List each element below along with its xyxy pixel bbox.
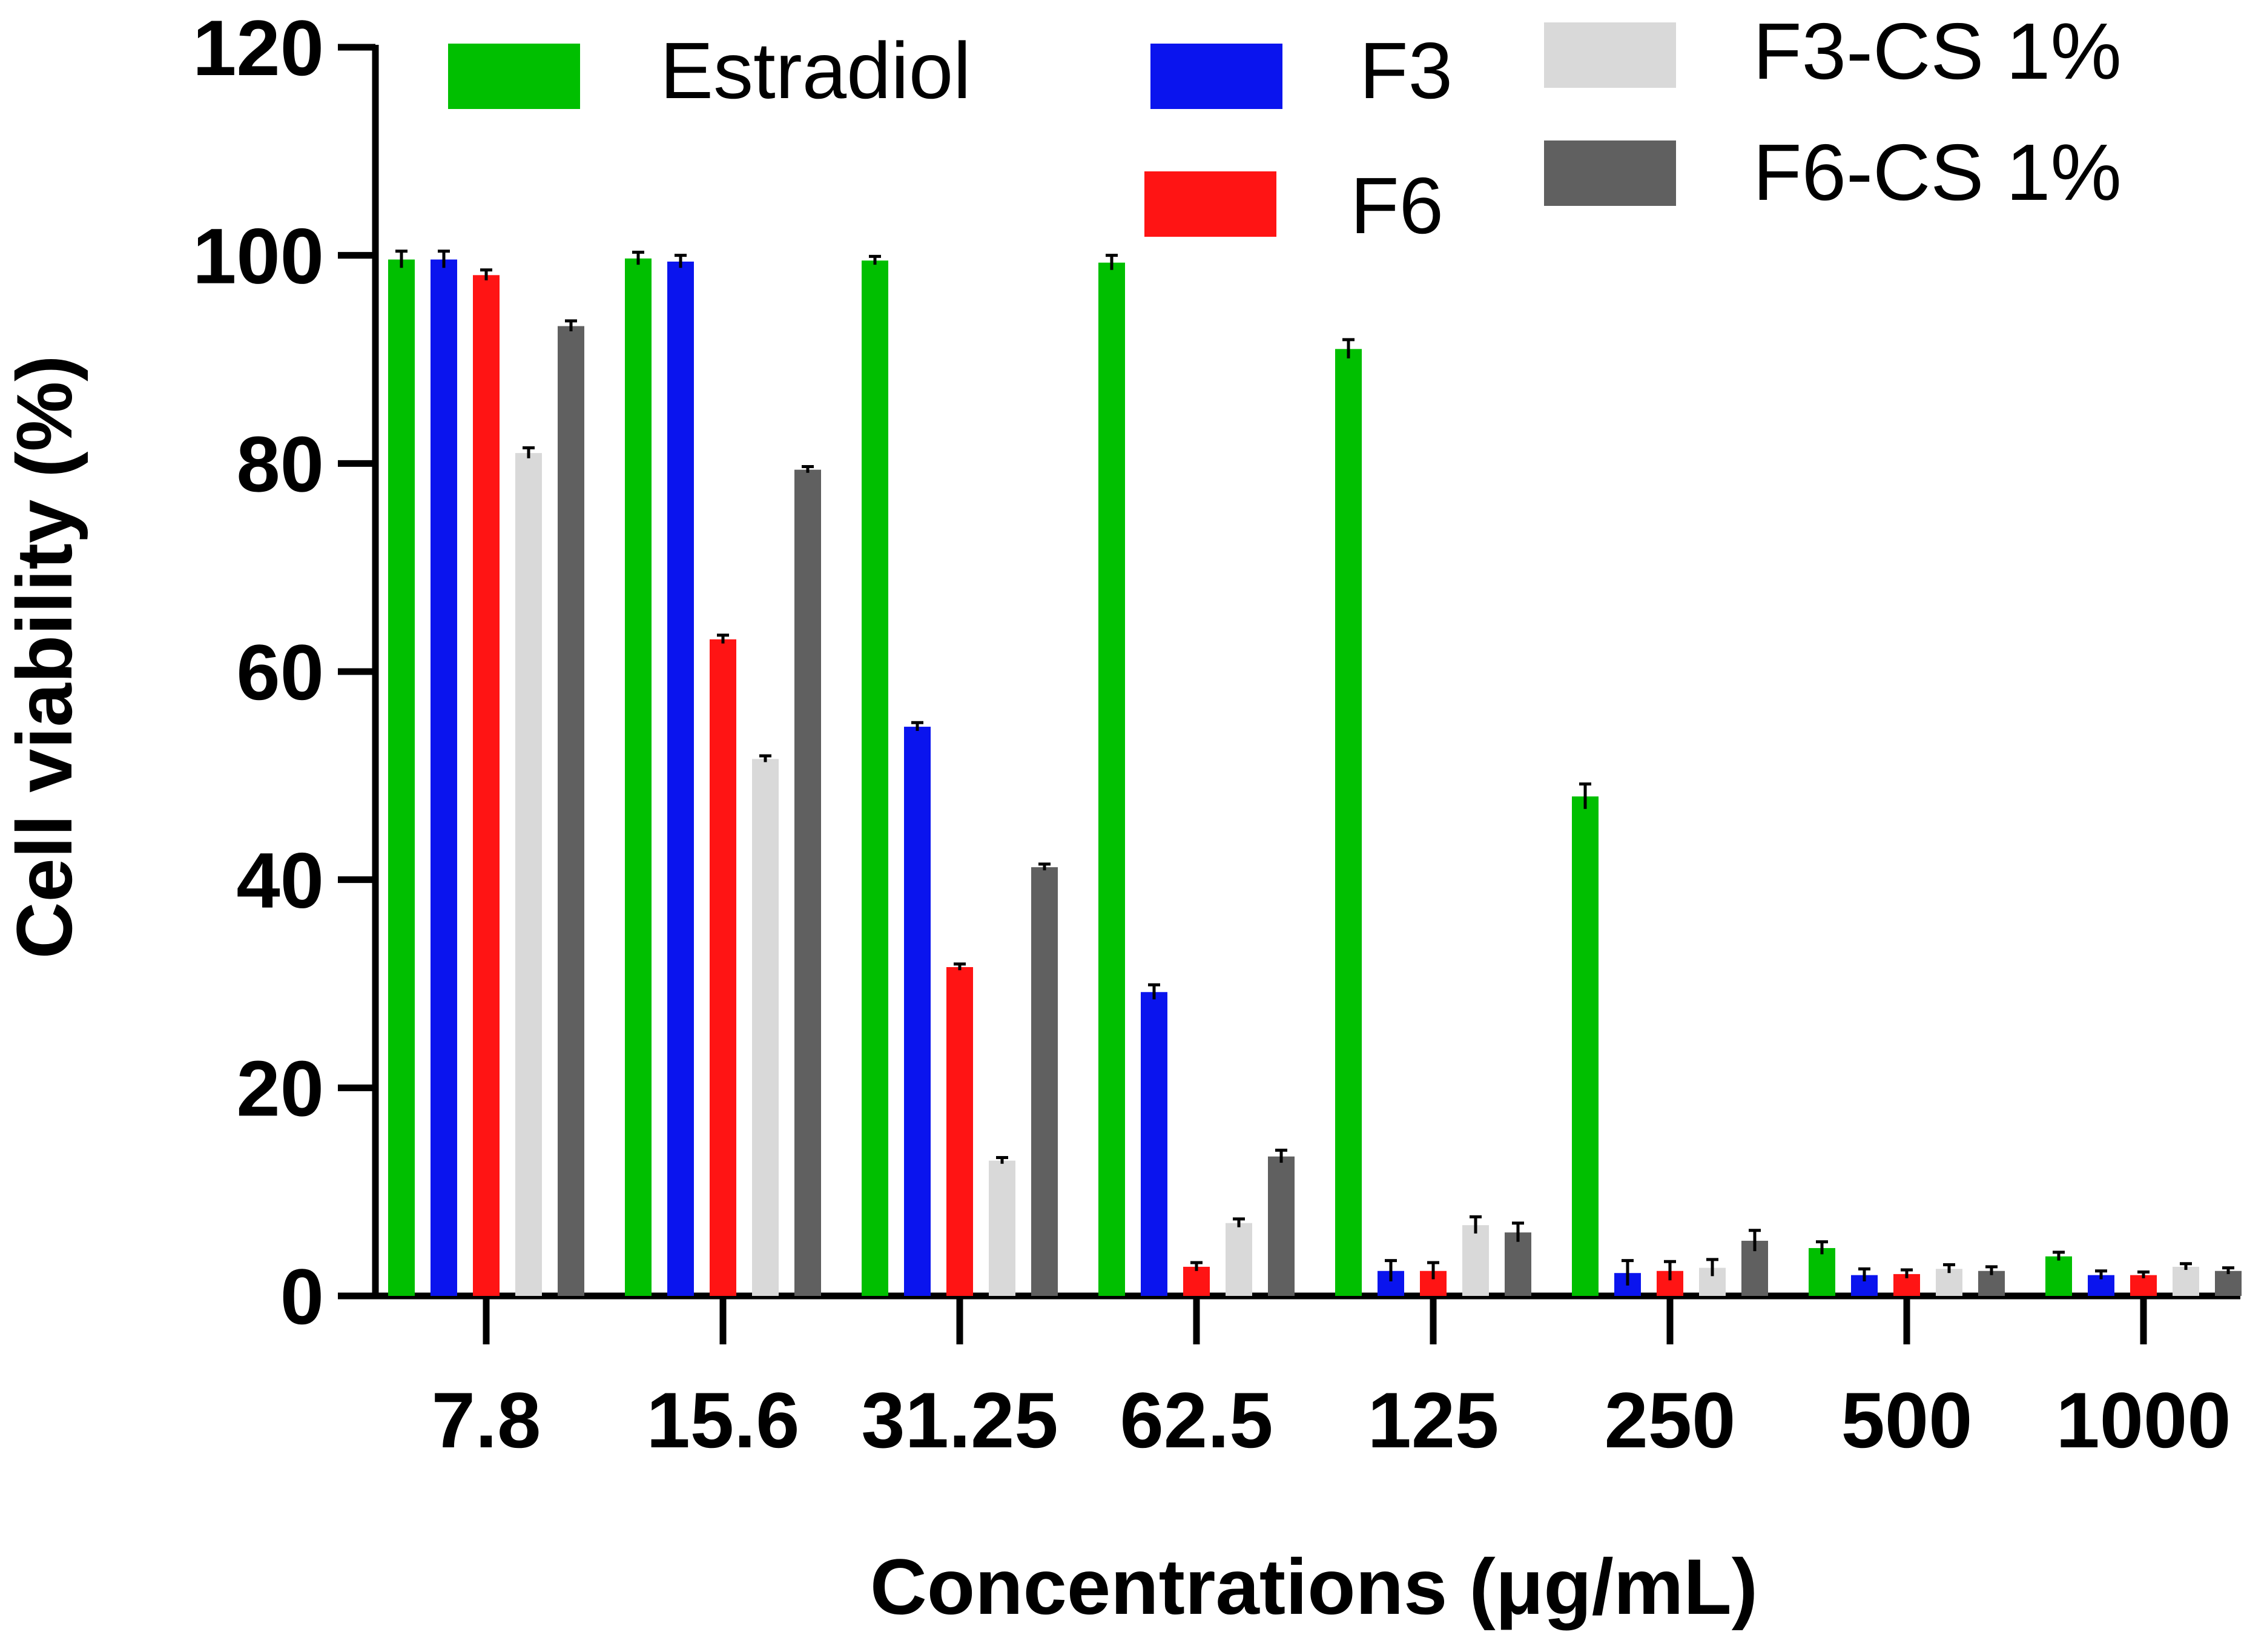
- x-tick-label: 125: [1368, 1376, 1499, 1464]
- y-tick-label: 60: [236, 628, 324, 716]
- legend-item-f3: F3: [1150, 26, 1453, 115]
- legend-item-f6-cs-1: F6-CS 1%: [1544, 128, 2122, 217]
- bar: [1809, 1247, 1835, 1296]
- series-f3: [431, 249, 2114, 1296]
- legend-label: F6-CS 1%: [1753, 128, 2122, 217]
- bar: [473, 275, 500, 1297]
- legend-swatch: [448, 44, 580, 109]
- bar: [1572, 796, 1599, 1296]
- bar: [1268, 1156, 1295, 1296]
- legend-item-f3-cs-1: F3-CS 1%: [1544, 7, 2122, 96]
- bar: [1141, 992, 1167, 1296]
- legend-label: Estradiol: [660, 26, 971, 115]
- legend-label: F6: [1350, 161, 1444, 250]
- bar: [558, 326, 584, 1296]
- x-tick-label: 62.5: [1120, 1376, 1273, 1464]
- y-tick-label: 0: [280, 1252, 324, 1341]
- legend-swatch: [1144, 171, 1276, 237]
- bar: [862, 260, 888, 1297]
- x-tick-label: 250: [1605, 1376, 1736, 1464]
- legend-swatch: [1150, 44, 1282, 109]
- y-tick-label: 80: [236, 420, 324, 508]
- x-tick-label: 15.6: [646, 1376, 799, 1464]
- legend: Estradiol F3 F6 F3-CS 1% F6-CS 1%: [448, 7, 2122, 250]
- bar: [710, 639, 736, 1296]
- legend-item-estradiol: Estradiol: [448, 26, 971, 115]
- bar: [946, 967, 973, 1296]
- bar: [989, 1160, 1015, 1296]
- bar: [794, 469, 821, 1296]
- x-tick-label: 31.25: [861, 1376, 1058, 1464]
- legend-item-f6: F6: [1144, 161, 1444, 250]
- bars: [388, 249, 2242, 1297]
- bar: [1936, 1269, 1962, 1296]
- y-tick-label: 20: [236, 1044, 324, 1132]
- bar: [904, 727, 931, 1296]
- bar: [1098, 262, 1125, 1296]
- bar: [1226, 1223, 1252, 1296]
- series-estradiol: [388, 249, 2072, 1297]
- x-tick-label: 7.8: [432, 1376, 541, 1464]
- legend-swatch: [1544, 140, 1676, 206]
- y-axis-title: Cell viability (%): [0, 355, 88, 959]
- bar: [1183, 1266, 1210, 1296]
- y-tick-label: 40: [236, 836, 324, 925]
- x-tick-label: 1000: [2056, 1376, 2231, 1464]
- series-f6: [473, 268, 2157, 1297]
- legend-swatch: [1544, 22, 1676, 88]
- legend-label: F3-CS 1%: [1753, 7, 2122, 96]
- bar: [752, 759, 779, 1296]
- series-f3-cs-1: [515, 446, 2199, 1296]
- bar: [388, 259, 415, 1296]
- bar: [1505, 1232, 1531, 1296]
- bar: [1031, 867, 1058, 1296]
- bar: [2173, 1266, 2199, 1296]
- axes: 0 20 40 60 80 100 120 7.8 15.6 31.25 62.5 125 250 500…: [193, 4, 2240, 1464]
- bar: [1462, 1225, 1489, 1296]
- bar: [1335, 349, 1362, 1296]
- y-tick-label: 100: [193, 212, 324, 300]
- bar: [515, 453, 542, 1296]
- x-axis-title: Concentrations (μg/mL): [870, 1542, 1758, 1631]
- legend-label: F3: [1359, 26, 1453, 115]
- series-f6-cs-1: [558, 319, 2242, 1296]
- x-tick-label: 500: [1841, 1376, 1973, 1464]
- bar: [2215, 1270, 2242, 1296]
- bar: [625, 258, 652, 1296]
- bar: [431, 259, 457, 1296]
- bar: [2130, 1275, 2157, 1296]
- bar: [2045, 1256, 2072, 1296]
- y-tick-label: 120: [193, 4, 324, 92]
- bar: [667, 261, 694, 1296]
